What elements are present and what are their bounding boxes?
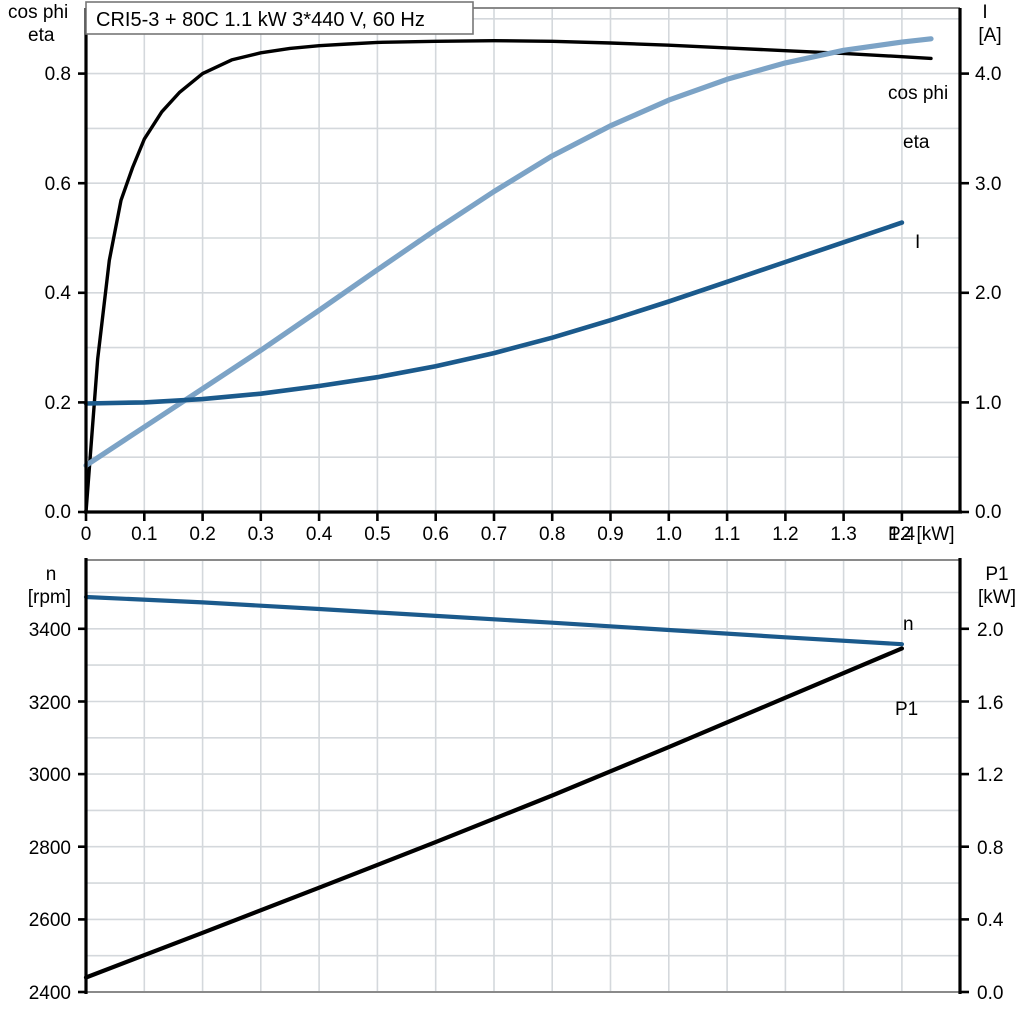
bottom-left-tick-4: 3200 xyxy=(29,693,71,714)
top-chart-gridlines xyxy=(86,8,960,512)
curve-cos-phi xyxy=(83,36,934,468)
top-x-axis-title: P2 [kW] xyxy=(888,524,955,545)
bottom-right-tick-3: 1.2 xyxy=(977,765,1003,786)
chart-title-box xyxy=(85,1,474,35)
top-x-tick-8: 0.8 xyxy=(539,524,565,545)
bottom-left-tick-1: 2600 xyxy=(29,910,71,931)
top-right-tick-1: 1.0 xyxy=(975,393,1001,414)
top-right-tick-3: 3.0 xyxy=(975,174,1001,195)
curve-label-p1: P1 xyxy=(895,699,918,720)
bottom-left-axis-title-line2: [rpm] xyxy=(28,587,71,608)
curve-p1 xyxy=(83,646,904,980)
top-x-tick-5: 0.5 xyxy=(364,524,390,545)
top-right-axis-title-line1: I xyxy=(982,2,987,23)
bottom-left-tick-2: 2800 xyxy=(29,838,71,859)
top-right-tick-0: 0.0 xyxy=(975,502,1001,523)
top-x-tick-7: 0.7 xyxy=(481,524,507,545)
top-x-tick-10: 1.0 xyxy=(656,524,682,545)
bottom-right-tick-1: 0.4 xyxy=(977,910,1004,931)
top-x-tick-3: 0.3 xyxy=(248,524,274,545)
top-right-axis-title-line2: [A] xyxy=(978,25,1001,46)
top-x-tick-9: 0.9 xyxy=(597,524,623,545)
bottom-right-tick-2: 0.8 xyxy=(977,838,1003,859)
curve-current xyxy=(83,220,905,406)
top-x-tick-13: 1.3 xyxy=(830,524,856,545)
top-left-tick-2: 0.4 xyxy=(45,283,72,304)
bottom-chart-left-ticks xyxy=(78,627,86,994)
top-x-tick-12: 1.2 xyxy=(772,524,798,545)
top-right-tick-4: 4.0 xyxy=(975,64,1001,85)
curve-label-speed: n xyxy=(903,614,914,635)
top-left-tick-0: 0.0 xyxy=(45,502,71,523)
top-left-tick-3: 0.6 xyxy=(45,174,71,195)
bottom-right-tick-0: 0.0 xyxy=(977,983,1003,1004)
top-right-tick-2: 2.0 xyxy=(975,283,1001,304)
curve-speed xyxy=(83,594,904,647)
bottom-right-axis-title-line1: P1 xyxy=(985,564,1008,585)
bottom-left-tick-0: 2400 xyxy=(29,983,71,1004)
curve-label-current: I xyxy=(915,232,920,253)
top-x-tick-0: 0 xyxy=(81,524,92,545)
bottom-right-tick-5: 2.0 xyxy=(977,620,1003,641)
bottom-chart: n P1 2400 2600 2800 3000 3200 3400 n [rp… xyxy=(28,558,1016,1004)
curve-label-eta: eta xyxy=(903,132,930,153)
top-x-tick-11: 1.1 xyxy=(714,524,740,545)
chart-title: CRI5-3 + 80C 1.1 kW 3*440 V, 60 Hz xyxy=(96,9,425,31)
bottom-chart-right-ticks xyxy=(960,627,969,994)
top-chart-x-ticks xyxy=(84,512,904,521)
top-x-tick-1: 0.1 xyxy=(131,524,157,545)
bottom-right-tick-4: 1.6 xyxy=(977,693,1003,714)
top-x-tick-6: 0.6 xyxy=(422,524,448,545)
bottom-right-axis-title-line2: [kW] xyxy=(978,587,1016,608)
top-x-tick-2: 0.2 xyxy=(189,524,215,545)
top-left-axis-title-line1: cos phi xyxy=(8,2,68,23)
top-left-tick-4: 0.8 xyxy=(45,64,71,85)
top-left-tick-1: 0.2 xyxy=(45,393,71,414)
bottom-left-axis-title-line1: n xyxy=(46,564,57,585)
bottom-left-tick-3: 3000 xyxy=(29,765,71,786)
top-left-axis-title-line2: eta xyxy=(28,25,55,46)
top-chart: cos phi eta I 0.0 0.2 0.4 0.6 0.8 cos ph… xyxy=(8,1,1002,545)
curve-eta-top xyxy=(84,39,933,514)
top-x-tick-4: 0.4 xyxy=(306,524,333,545)
top-x-tick-14: 1.4 xyxy=(889,524,916,545)
curve-label-cos-phi: cos phi xyxy=(888,83,948,104)
bottom-left-tick-5: 3400 xyxy=(29,620,71,641)
